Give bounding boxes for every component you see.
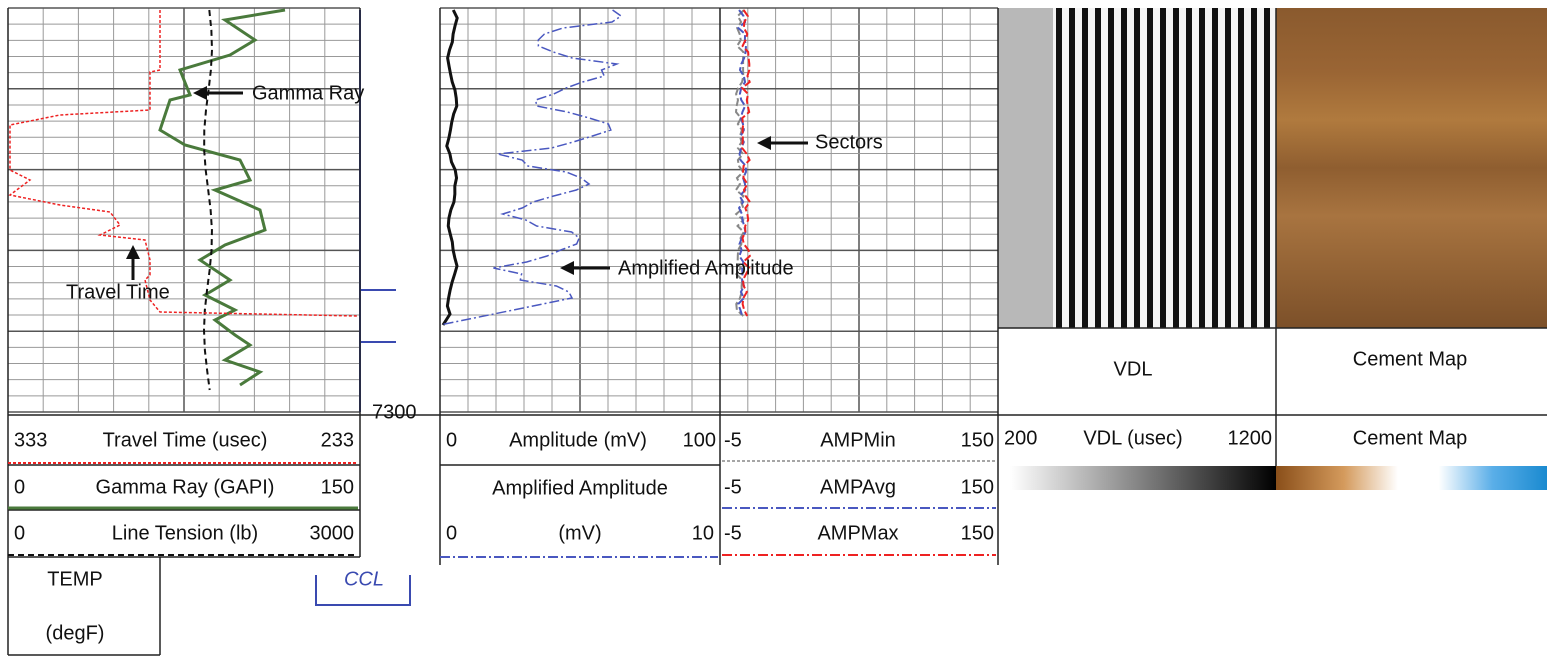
scale-right: 1200 (1228, 427, 1273, 449)
gamma-ray-curve (158, 8, 286, 387)
scale-name: AMPAvg (820, 476, 896, 498)
sector-curve (736, 9, 747, 317)
annotation: Gamma Ray (252, 82, 364, 104)
line-tension-curve (202, 9, 213, 391)
scale-right: 10 (692, 522, 714, 544)
scale-name: Travel Time (usec) (103, 429, 268, 451)
curves (8, 8, 752, 412)
scale-left: -5 (724, 476, 742, 498)
cement-color-bar (1276, 466, 1547, 490)
sector-curve (740, 9, 752, 317)
annotation: Amplified Amplitude (618, 257, 794, 279)
arrows (126, 86, 808, 280)
frame (7, 8, 1547, 656)
scale-name: AMPMin (820, 429, 896, 451)
scale-name: VDL (usec) (1083, 427, 1182, 449)
scale-right: 150 (961, 476, 994, 498)
scale-left: 200 (1004, 427, 1037, 449)
depth-label: 7300 (372, 401, 417, 423)
cement-map-image (1276, 8, 1547, 328)
travel-time-curve (8, 10, 359, 317)
amplified-amplitude-curve (439, 9, 623, 326)
scale-name: Cement Map (1353, 427, 1468, 449)
amplitude-curve (441, 9, 459, 326)
scale-name: TEMP (47, 568, 103, 590)
scale-left: 0 (14, 476, 25, 498)
scale-name: Amplified Amplitude (492, 477, 668, 499)
annotation: Sectors (815, 131, 883, 153)
scale-left: -5 (724, 522, 742, 544)
vdl-image (998, 8, 1053, 328)
image-label: Cement Map (1353, 348, 1468, 370)
scale-left: 0 (446, 429, 457, 451)
scale-name: Gamma Ray (GAPI) (96, 476, 275, 498)
scale-name: AMPMax (817, 522, 898, 544)
annotation: Travel Time (66, 281, 170, 303)
scale-left: -5 (724, 429, 742, 451)
scale-unit: (mV) (558, 522, 601, 544)
scale-left: 0 (14, 522, 25, 544)
scale-right: 150 (961, 429, 994, 451)
scale-unit: (degF) (46, 622, 105, 644)
scale-name: Line Tension (lb) (112, 522, 258, 544)
scale-left: 0 (446, 522, 457, 544)
scale-name: Amplitude (mV) (509, 429, 647, 451)
vdl-color-bar (1010, 466, 1276, 490)
ccl-curve (359, 10, 396, 412)
scale-name: CCL (344, 568, 384, 590)
scale-right: 100 (683, 429, 716, 451)
scale-left: 333 (14, 429, 47, 451)
legend-line (315, 575, 411, 606)
scale-right: 150 (961, 522, 994, 544)
scale-right: 233 (321, 429, 354, 451)
scale-right: 3000 (310, 522, 355, 544)
scale-right: 150 (321, 476, 354, 498)
image-label: VDL (1114, 358, 1153, 380)
grid (8, 7, 998, 413)
